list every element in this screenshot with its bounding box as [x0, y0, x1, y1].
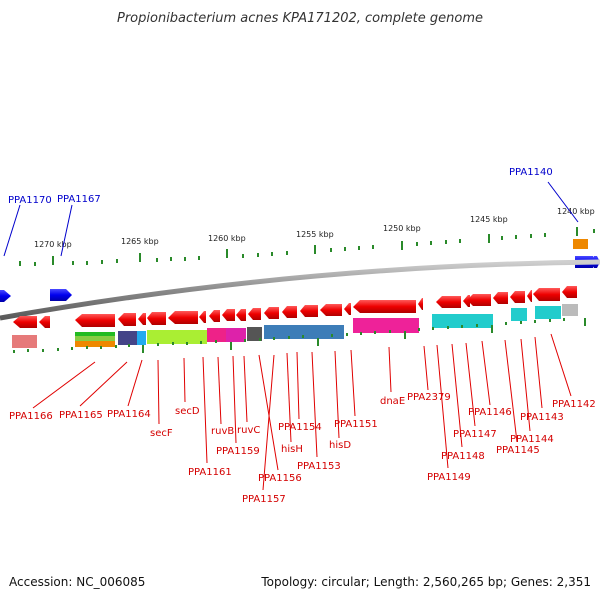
top-leader-lines: [3, 181, 579, 257]
domain-box[interactable]: [535, 306, 561, 319]
domain-box[interactable]: [207, 328, 226, 342]
domain-box[interactable]: [226, 328, 246, 342]
gene-label-reverse[interactable]: PPA1161: [188, 467, 232, 478]
gene-arrow-reverse[interactable]: [138, 313, 146, 325]
gene-arrow-forward[interactable]: [0, 290, 11, 302]
gene-label-reverse[interactable]: ruvC: [237, 425, 260, 436]
gene-label-reverse[interactable]: PPA1148: [441, 451, 485, 462]
gene-arrow-reverse[interactable]: [222, 309, 235, 321]
gene-label-reverse[interactable]: PPA1145: [496, 445, 540, 456]
gene-label-reverse[interactable]: secF: [150, 428, 173, 439]
annotation-boxes: [12, 304, 578, 348]
gene-arrow-reverse[interactable]: [510, 291, 525, 303]
gene-arrow-reverse[interactable]: [118, 313, 136, 326]
domain-box[interactable]: [353, 318, 419, 333]
genome-backbone: [0, 259, 600, 321]
gene-arrow-reverse[interactable]: [199, 311, 206, 323]
domain-box[interactable]: [75, 336, 115, 341]
gene-arrow-reverse[interactable]: [527, 290, 532, 302]
gene-label-reverse[interactable]: PPA1156: [258, 473, 302, 484]
gene-arrow-forward[interactable]: [50, 289, 72, 301]
gene-label-reverse[interactable]: hisD: [329, 440, 351, 451]
domain-box[interactable]: [511, 308, 527, 321]
gene-arrow-reverse[interactable]: [353, 300, 416, 313]
scale-label: 1265 kbp: [121, 237, 159, 246]
gene-arrow-reverse[interactable]: [248, 308, 261, 320]
gene-arrow-reverse[interactable]: [418, 298, 423, 310]
gene-arrow-reverse[interactable]: [282, 306, 297, 318]
gene-arrow-reverse[interactable]: [236, 309, 246, 321]
scale-label: 1270 kbp: [34, 240, 72, 249]
gene-label-reverse[interactable]: PPA1147: [453, 429, 497, 440]
topology-stats-text: Topology: circular; Length: 2,560,265 bp…: [260, 575, 591, 589]
gene-arrow-reverse[interactable]: [493, 292, 508, 304]
accession-text: Accession: NC_006085: [9, 575, 145, 589]
gene-label-reverse[interactable]: hisH: [281, 444, 303, 455]
gene-label-reverse[interactable]: secD: [175, 406, 200, 417]
domain-box[interactable]: [264, 325, 344, 339]
gene-label-reverse[interactable]: PPA1149: [427, 472, 471, 483]
gene-label-reverse[interactable]: PPA1154: [278, 422, 322, 433]
scale-minor-ticks: [19, 229, 595, 266]
gene-label-reverse[interactable]: PPA1166: [9, 411, 53, 422]
forward-strand-genes: [0, 239, 600, 302]
gene-arrow-reverse[interactable]: [13, 316, 37, 328]
bottom-gene-labels: PPA1166 PPA1165 PPA1164 secF secD ruvB P…: [9, 392, 596, 505]
gene-arrow-reverse[interactable]: [300, 305, 318, 317]
gene-arrow-reverse[interactable]: [209, 310, 220, 322]
gene-label-forward[interactable]: PPA1167: [57, 194, 101, 205]
gene-label-reverse[interactable]: PPA1153: [297, 461, 341, 472]
gene-label-reverse[interactable]: PPA2379: [407, 392, 451, 403]
gene-label-reverse[interactable]: PPA1164: [107, 409, 151, 420]
domain-box[interactable]: [562, 304, 578, 316]
gene-arrow-reverse[interactable]: [75, 314, 115, 327]
gene-label-reverse[interactable]: PPA1146: [468, 407, 512, 418]
gene-arrow-reverse[interactable]: [562, 286, 577, 298]
scale-label: 1250 kbp: [383, 224, 421, 233]
gene-arrow-reverse[interactable]: [147, 312, 166, 325]
gene-label-reverse[interactable]: PPA1157: [242, 494, 286, 505]
scale-label: 1240 kbp: [557, 207, 595, 216]
reverse-strand-genes: [13, 286, 577, 328]
domain-box[interactable]: [12, 335, 37, 348]
gene-arrow-reverse[interactable]: [320, 304, 342, 316]
gene-arrow-reverse[interactable]: [39, 316, 50, 328]
domain-box[interactable]: [75, 332, 115, 336]
scale-major-ticks: [52, 227, 578, 265]
scale-label: 1255 kbp: [296, 230, 334, 239]
gene-arrow-reverse[interactable]: [436, 296, 461, 308]
lower-ticks: [13, 318, 586, 353]
gene-arrow-reverse[interactable]: [264, 307, 279, 319]
scale-label: 1245 kbp: [470, 215, 508, 224]
gene-label-reverse[interactable]: PPA1159: [216, 446, 260, 457]
gene-arrow-reverse[interactable]: [463, 295, 470, 307]
bottom-leader-lines: [32, 333, 572, 491]
genome-title: Propionibacterium acnes KPA171202, compl…: [117, 11, 483, 26]
gene-label-forward[interactable]: PPA1140: [509, 167, 553, 178]
scale-label: 1260 kbp: [208, 234, 246, 243]
domain-box[interactable]: [118, 331, 137, 345]
feature-box-orange[interactable]: [573, 239, 588, 249]
gene-label-reverse[interactable]: dnaE: [380, 396, 405, 407]
domain-box[interactable]: [147, 330, 207, 344]
gene-label-reverse[interactable]: PPA1143: [520, 412, 564, 423]
gene-arrow-reverse[interactable]: [533, 288, 560, 301]
gene-label-reverse[interactable]: PPA1144: [510, 434, 554, 445]
gene-label-forward[interactable]: PPA1170: [8, 195, 52, 206]
domain-box[interactable]: [137, 331, 146, 345]
gene-label-reverse[interactable]: ruvB: [211, 426, 234, 437]
gene-label-reverse[interactable]: PPA1142: [552, 399, 596, 410]
gene-arrow-reverse[interactable]: [344, 303, 351, 315]
gene-label-reverse[interactable]: PPA1151: [334, 419, 378, 430]
gene-label-reverse[interactable]: PPA1165: [59, 410, 103, 421]
gene-arrow-reverse[interactable]: [168, 311, 198, 324]
domain-box[interactable]: [75, 341, 115, 347]
domain-box[interactable]: [247, 327, 262, 341]
gene-arrow-reverse[interactable]: [467, 294, 491, 306]
